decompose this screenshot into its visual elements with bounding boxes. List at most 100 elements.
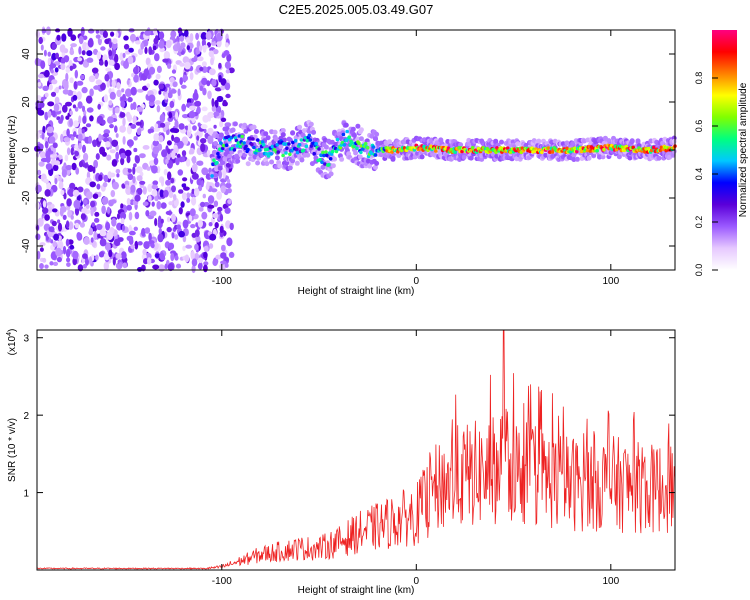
noise-cell (94, 73, 99, 80)
noise-cell (225, 93, 231, 99)
signal-cell (335, 137, 340, 142)
noise-cell (98, 174, 103, 182)
signal-cell (270, 144, 275, 149)
noise-cell (41, 28, 47, 34)
noise-cell (215, 254, 222, 260)
noise-cell (80, 26, 85, 36)
noise-cell (157, 215, 162, 225)
noise-cell (109, 91, 116, 100)
noise-cell (139, 153, 146, 159)
noise-cell (184, 125, 189, 130)
noise-cell (90, 207, 94, 217)
noise-cell (184, 29, 189, 37)
noise-cell (68, 188, 75, 197)
noise-cell (224, 257, 229, 262)
noise-cell (203, 251, 208, 259)
noise-cell (44, 141, 49, 149)
noise-cell (214, 87, 222, 92)
signal-cell (355, 146, 359, 151)
noise-cell (79, 74, 85, 80)
noise-cell (148, 46, 153, 55)
noise-cell (223, 50, 230, 56)
noise-cell (126, 79, 130, 86)
noise-cell (177, 88, 181, 97)
noise-cell (171, 213, 176, 223)
noise-cell (213, 200, 219, 207)
noise-cell (73, 131, 77, 138)
signal-halo-cell (332, 156, 338, 162)
noise-cell (212, 258, 218, 267)
noise-cell (73, 199, 81, 209)
noise-cell (39, 247, 44, 252)
noise-cell (213, 124, 217, 129)
noise-cell (189, 33, 194, 42)
noise-cell (60, 205, 67, 213)
noise-cell (163, 168, 168, 176)
noise-cell (122, 52, 126, 59)
noise-cell (178, 123, 185, 130)
noise-cell (104, 73, 110, 82)
signal-cell (294, 147, 299, 152)
y-tick-label: 1 (23, 489, 29, 500)
noise-cell (130, 244, 136, 250)
signal-cell (246, 147, 250, 152)
signal-halo-cell (355, 123, 361, 129)
noise-cell (130, 103, 134, 111)
colorbar-tick-label: 0.8 (694, 72, 704, 85)
noise-cell (191, 264, 196, 274)
noise-cell (106, 80, 110, 88)
noise-cell (184, 254, 190, 263)
noise-cell (44, 189, 51, 197)
y-tick-label: 0 (21, 147, 32, 153)
spectrogram-cells (34, 26, 677, 274)
noise-cell (224, 130, 230, 135)
signal-cell (602, 147, 606, 152)
noise-cell (70, 136, 75, 141)
noise-cell (40, 96, 45, 103)
noise-cell (191, 173, 199, 180)
noise-cell (62, 104, 68, 113)
noise-cell (216, 191, 223, 200)
signal-cell (352, 144, 356, 148)
noise-cell (63, 82, 69, 90)
noise-cell (47, 101, 55, 107)
noise-cell (202, 115, 209, 123)
noise-cell (105, 67, 112, 72)
snr-multiplier: (x104) (6, 329, 18, 356)
noise-cell (74, 69, 79, 79)
noise-cell (166, 216, 171, 223)
noise-cell (165, 83, 171, 88)
noise-cell (122, 262, 128, 269)
noise-cell (229, 222, 234, 231)
noise-cell (224, 122, 232, 128)
signal-cell (361, 147, 365, 151)
noise-cell (197, 263, 203, 270)
signal-cell (244, 144, 248, 149)
noise-cell (114, 62, 120, 71)
noise-cell (69, 49, 75, 56)
signal-cell (240, 134, 244, 139)
noise-cell (181, 183, 186, 188)
noise-cell (110, 199, 117, 204)
noise-cell (52, 261, 59, 266)
noise-cell (76, 232, 81, 240)
noise-cell (152, 140, 160, 147)
noise-cell (135, 166, 143, 174)
noise-cell (156, 65, 162, 73)
noise-cell (85, 95, 93, 104)
noise-cell (124, 149, 132, 157)
signal-cell (219, 141, 223, 145)
noise-cell (69, 110, 73, 116)
noise-cell (54, 67, 59, 73)
signal-cell (341, 132, 346, 137)
noise-cell (136, 88, 144, 93)
noise-cell (82, 144, 86, 153)
noise-cell (165, 158, 169, 164)
noise-cell (191, 196, 197, 206)
signal-cell (323, 162, 327, 166)
noise-cell (98, 60, 104, 66)
signal-cell (327, 163, 331, 167)
signal-cell (321, 150, 325, 155)
noise-cell (224, 82, 231, 91)
noise-cell (36, 95, 42, 100)
